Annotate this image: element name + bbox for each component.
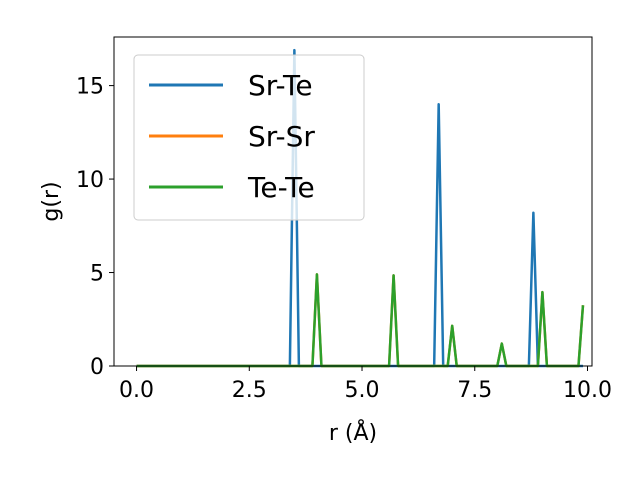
x-tick-label: 7.5: [457, 378, 492, 403]
legend: Sr-Te Sr-Sr Te-Te: [133, 54, 365, 221]
x-tick-label: 10.0: [563, 378, 612, 403]
legend-label-te-te: Te-Te: [247, 171, 315, 204]
x-tick-label: 5.0: [345, 378, 380, 403]
series-line-te-te: [136, 273, 585, 368]
legend-label-sr-te: Sr-Te: [248, 69, 313, 102]
x-axis-label: r (Å): [329, 419, 377, 446]
y-tick-label: 5: [90, 262, 104, 287]
y-axis: 0 5 10 15: [76, 75, 114, 380]
legend-box: [133, 54, 365, 221]
x-tick-label: 2.5: [232, 378, 267, 403]
y-axis-label: g(r): [39, 181, 64, 221]
y-tick-label: 0: [90, 355, 104, 380]
y-tick-label: 15: [76, 75, 104, 100]
series-line-sr-sr: [136, 273, 585, 368]
y-tick-label: 10: [76, 168, 104, 193]
legend-label-sr-sr: Sr-Sr: [248, 120, 315, 153]
x-tick-label: 0.0: [119, 378, 154, 403]
x-axis: 0.0 2.5 5.0 7.5 10.0: [119, 366, 612, 403]
plot-frame: [113, 36, 593, 367]
